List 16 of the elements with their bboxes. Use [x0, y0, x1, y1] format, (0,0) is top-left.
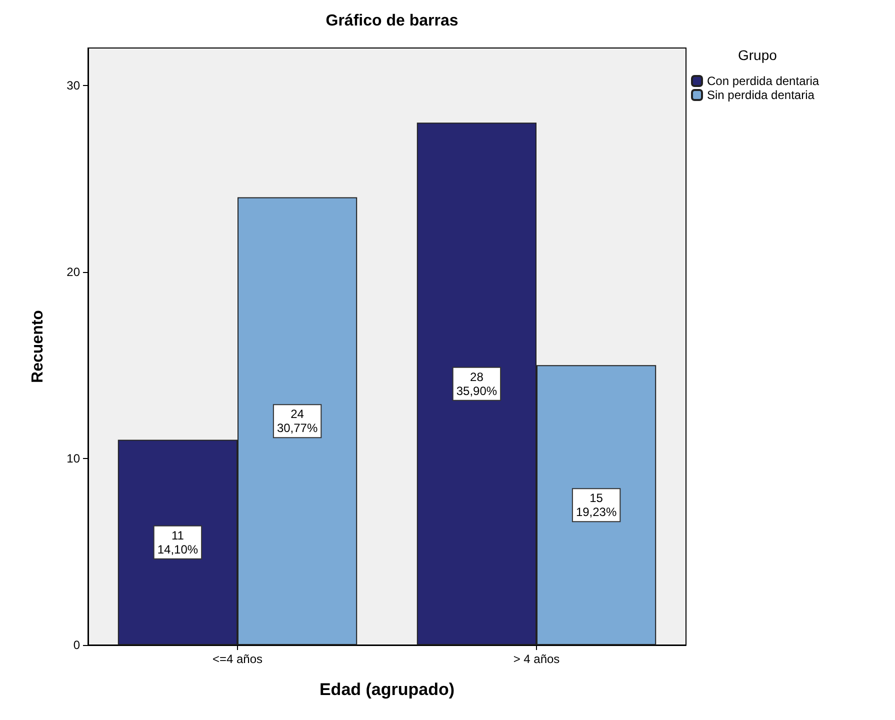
legend-title: Grupo [738, 47, 778, 63]
data-label: 28 35,90% [456, 370, 498, 398]
y-tick-label: 30 [66, 78, 80, 92]
data-label: 15 19,23% [576, 491, 617, 520]
y-tick-label: 0 [73, 638, 80, 652]
legend-label: Sin perdida dentaria [707, 88, 815, 102]
x-axis-title: Edad (agrupado) [319, 680, 455, 699]
y-tick-label: 20 [66, 264, 80, 279]
x-tick-label: <=4 años [212, 652, 263, 666]
y-axis-title: Recuento [30, 310, 46, 383]
x-tick-label: > 4 años [513, 652, 560, 666]
y-tick-label: 10 [66, 451, 80, 466]
data-label: 11 14,10% [157, 528, 198, 556]
data-label: 24 30,77% [276, 407, 318, 436]
chart-title: Gráfico de barras [326, 12, 458, 30]
legend-label: Con perdida dentaria [707, 74, 820, 88]
